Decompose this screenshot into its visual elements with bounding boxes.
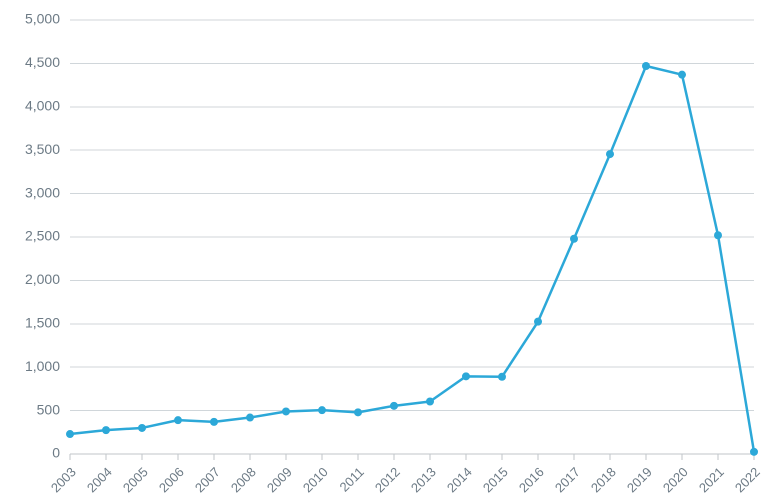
data-point <box>354 408 362 416</box>
x-tick-label: 2007 <box>192 464 223 495</box>
x-tick-label: 2012 <box>372 464 403 495</box>
x-tick-label: 2009 <box>264 464 295 495</box>
x-tick-label: 2014 <box>444 464 475 495</box>
data-point <box>534 318 542 326</box>
x-tick-label: 2004 <box>84 464 115 495</box>
data-point <box>498 373 506 381</box>
x-tick-label: 2013 <box>408 464 439 495</box>
series-line <box>70 66 754 452</box>
line-chart: 0 500 1,000 1,500 2,000 2,500 3,000 3,500 4,000 4… <box>0 0 768 502</box>
y-tick-label: 1,000 <box>25 358 60 374</box>
data-point <box>138 424 146 432</box>
y-tick-label: 3,500 <box>25 141 60 157</box>
y-tick-label: 2,000 <box>25 271 60 287</box>
y-tick-label: 1,500 <box>25 315 60 331</box>
x-tick-label: 2020 <box>660 464 691 495</box>
x-tick-label: 2016 <box>516 464 547 495</box>
data-point <box>570 235 578 243</box>
data-point <box>210 418 218 426</box>
x-tick-label: 2008 <box>228 464 259 495</box>
y-tick-label: 3,000 <box>25 184 60 200</box>
data-point <box>174 416 182 424</box>
x-tick-label: 2006 <box>156 464 187 495</box>
data-point <box>66 430 74 438</box>
data-point <box>642 62 650 70</box>
data-point <box>390 402 398 410</box>
data-point <box>714 231 722 239</box>
y-tick-label: 500 <box>37 401 61 417</box>
y-tick-label: 0 <box>52 445 60 461</box>
x-tick-label: 2003 <box>48 464 79 495</box>
x-tick-label: 2022 <box>732 464 763 495</box>
y-tick-label: 4,500 <box>25 54 60 70</box>
x-tick-label: 2017 <box>552 464 583 495</box>
data-point <box>462 372 470 380</box>
y-tick-label: 4,000 <box>25 98 60 114</box>
data-point <box>318 406 326 414</box>
y-tick-label: 2,500 <box>25 228 60 244</box>
chart-svg: 0 500 1,000 1,500 2,000 2,500 3,000 3,500 4,000 4… <box>0 0 768 502</box>
x-tick-label: 2019 <box>624 464 655 495</box>
x-tick-label: 2018 <box>588 464 619 495</box>
data-point <box>678 71 686 79</box>
y-tick-label: 5,000 <box>25 11 60 27</box>
data-point <box>102 426 110 434</box>
data-point <box>606 150 614 158</box>
data-point <box>426 397 434 405</box>
x-tick-label: 2015 <box>480 464 511 495</box>
x-tick-label: 2021 <box>696 464 727 495</box>
x-tick-label: 2005 <box>120 464 151 495</box>
x-tick-label: 2011 <box>337 464 367 494</box>
data-point <box>750 448 758 456</box>
data-point <box>282 407 290 415</box>
x-tick-label: 2010 <box>300 464 331 495</box>
data-point <box>246 414 254 422</box>
